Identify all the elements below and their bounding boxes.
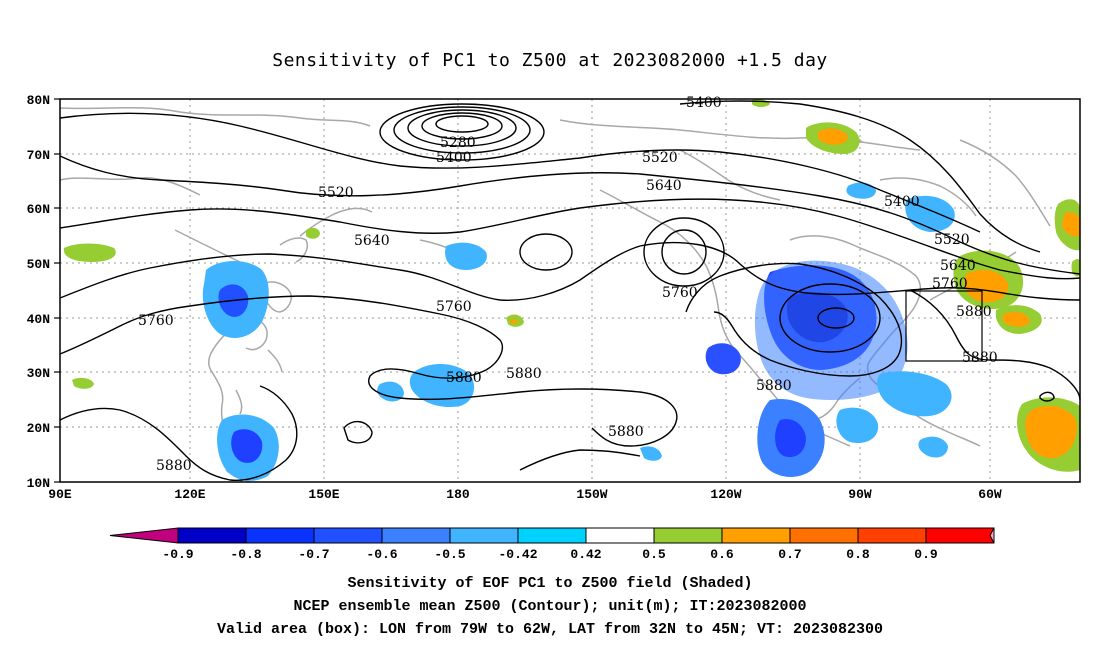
contour-label-5400-low: 5400 [436,150,472,166]
contour-label-5760-far-east: 5760 [932,276,968,292]
colorbar-tick-label: -0.5 [434,547,465,562]
map-title: Sensitivity of PC1 to Z500 at 2023082000… [272,50,828,71]
z500-contours [59,100,1081,481]
valid-area-box [905,290,983,362]
shade-baja [705,343,741,375]
lon-label-90e: 90E [48,487,72,502]
lat-label-30n: 30N [27,366,50,381]
shade-philippine-core [231,429,263,463]
contour-label-5880-south: 5880 [608,424,644,440]
map-panel: 5400 5280 5400 5520 5520 5640 5640 5400 … [59,95,1081,483]
lat-label-10n: 10N [27,476,50,491]
contour-label-5640-west: 5640 [354,233,390,249]
colorbar-tick-label: -0.7 [298,547,329,562]
contour-label-5880-dateline: 5880 [446,370,482,386]
colorbar-tick-label: 0.42 [570,547,601,562]
shade-atlantic-orange [964,269,1009,303]
colorbar-tick-label: -0.8 [230,547,261,562]
contour-labels: 5400 5280 5400 5520 5520 5640 5640 5400 … [138,95,998,474]
colorbar-tick-label: -0.42 [498,547,537,562]
lat-label-40n: 40N [27,312,50,327]
shade-pacific-30n-2 [377,381,404,402]
colorbar-segment [245,527,315,544]
colorbar-segment [313,527,383,544]
lon-label-180: 180 [446,487,470,502]
shade-caribbean [877,371,952,417]
contour-label-5520-mid: 5520 [642,150,678,166]
lat-label-70n: 70N [27,148,50,163]
colorbar-segment [381,527,451,544]
longitude-labels: 90E 120E 150E 180 150W 120W 90W 60W [48,487,1002,502]
shade-kamchatka-green [306,227,320,239]
shade-hudson [846,182,876,199]
shade-pacific-30n [409,363,475,408]
shade-south-mexico-core [775,418,806,458]
lat-label-60n: 60N [27,202,50,217]
contour-label-5880-box: 5880 [956,304,992,320]
shade-east-pacific [640,446,662,461]
contour-label-5400-east: 5400 [884,194,920,210]
lon-label-120w: 120W [710,487,741,502]
lat-label-20n: 20N [27,421,50,436]
colorbar-tick-label: 0.7 [778,547,801,562]
lon-label-120e: 120E [174,487,205,502]
colorbar-tick-label: 0.8 [846,547,870,562]
colorbar-segment [789,527,859,544]
contour-label-5760-west: 5760 [138,313,174,329]
lon-label-60w: 60W [978,487,1002,502]
colorbar-segment [857,527,927,544]
colorbar-segment [449,527,519,544]
caption-line-2: NCEP ensemble mean Z500 (Contour); unit(… [293,598,807,615]
shade-pacific-green-orange [510,319,518,324]
contour-label-5640-east: 5640 [646,178,682,194]
contour-label-5280: 5280 [440,135,476,151]
contour-label-5880-gulf: 5880 [756,378,792,394]
caption-line-3: Valid area (box): LON from 79W to 62W, L… [216,621,884,638]
colorbar-segment [517,527,587,544]
lat-label-50n: 50N [27,257,50,272]
latitude-labels: 80N 70N 60N 50N 40N 30N 20N 10N [27,93,50,491]
shade-atlantic-east-orange [1002,312,1030,327]
colorbar-tick-label: -0.6 [366,547,397,562]
lat-label-80n: 80N [27,93,50,108]
contour-label-5880-east: 5880 [962,350,998,366]
shade-north-africa-green [1071,259,1080,277]
contour-label-5400-north: 5400 [686,95,722,111]
shade-east-edge-orange [1062,212,1080,237]
colorbar-segment [721,527,791,544]
shade-greenland-orange [817,128,848,145]
colorbar-labels: -0.9 -0.8 -0.7 -0.6 -0.5 -0.42 0.42 0.5 0.6 0.7 0.… [162,547,938,562]
colorbar-tick-label: 0.5 [642,547,666,562]
shade-aleutian [445,242,487,270]
shade-africa-orange [1025,405,1077,459]
latitude-ticks [54,98,60,483]
contour-label-5640-far-east: 5640 [940,258,976,274]
contour-label-5520-east: 5520 [934,232,970,248]
contour-label-5760-pacific: 5760 [662,285,698,301]
colorbar-segment [177,527,247,544]
colorbar-segment [653,527,723,544]
shade-west-pacific-green [72,377,94,389]
colorbar-tick-label: -0.9 [162,547,193,562]
lon-label-150w: 150W [576,487,607,502]
colorbar-arrow-high [989,527,995,544]
contour-label-5520-west: 5520 [318,185,354,201]
colorbar-segment [925,527,995,544]
contour-label-5880-central: 5880 [506,366,542,382]
colorbar-tick-label: 0.6 [710,547,734,562]
contour-label-5880-west: 5880 [156,458,192,474]
lon-label-90w: 90W [848,487,872,502]
colorbar-tick-label: 0.9 [914,547,938,562]
shade-cuba [918,436,948,458]
caption-line-1: Sensitivity of EOF PC1 to Z500 field (Sh… [347,575,753,592]
shade-siberia-green [63,243,116,262]
shade-caribbean-2 [836,407,879,444]
lon-label-150e: 150E [308,487,339,502]
colorbar-segment [585,527,655,544]
colorbar [109,527,995,544]
contour-label-5760-mid: 5760 [436,299,472,315]
colorbar-arrow-low [109,527,179,544]
